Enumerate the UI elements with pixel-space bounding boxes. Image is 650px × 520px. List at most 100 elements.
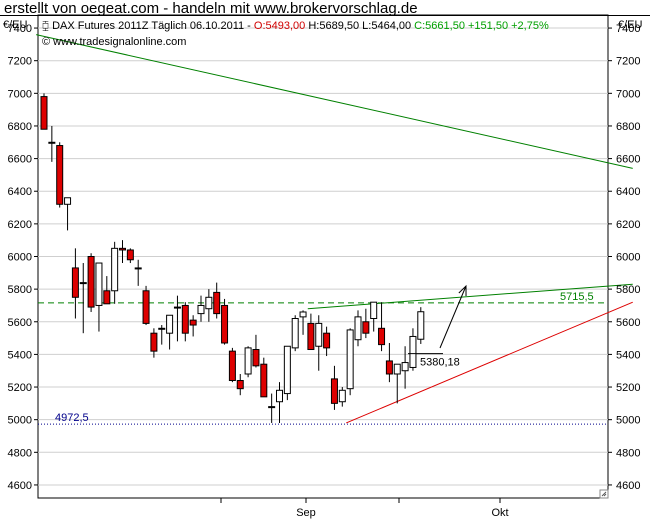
y-tick-label-left-6000: 6000 <box>8 252 32 264</box>
candle-body-36 <box>323 332 331 349</box>
trend-line-0 <box>36 34 633 169</box>
candle-body-15 <box>158 327 166 330</box>
y-tick-label-right-5200: 5200 <box>616 382 640 394</box>
candle-body-12 <box>134 267 142 270</box>
candle-body-42 <box>370 301 378 320</box>
axes: 4600 4600 4800 4800 5000 5000 5200 5200 5400 5400… <box>8 23 641 519</box>
y-tick-label-right-6800: 6800 <box>616 121 640 133</box>
candle-body-39 <box>346 329 354 390</box>
candle-body-38 <box>338 389 346 403</box>
candle-body-47 <box>409 335 417 368</box>
y-tick-label-left-7200: 7200 <box>8 56 32 68</box>
candle-body-33 <box>299 311 307 318</box>
arrow-head-icon <box>458 284 467 297</box>
y-tick-label-right-4800: 4800 <box>616 447 640 459</box>
candle-body-23 <box>221 304 229 344</box>
arrow-shaft <box>439 285 467 349</box>
candles <box>40 93 425 423</box>
annotations: 5715,5 4972,5 5380,18 <box>55 284 594 424</box>
y-tick-label-left-4600: 4600 <box>8 480 32 492</box>
candle-body-3 <box>64 197 72 205</box>
close-value: C:5661,50 +151,50 +2,75% <box>414 20 549 32</box>
y-tick-label-left-5200: 5200 <box>8 382 32 394</box>
candle-body-7 <box>95 262 103 306</box>
y-tick-label-left-6800: 6800 <box>8 121 32 133</box>
candle-icon: ⧮ <box>42 20 50 32</box>
y-tick-label-left-5800: 5800 <box>8 284 32 296</box>
candle-body-29 <box>268 406 276 409</box>
candle-body-41 <box>362 321 370 334</box>
y-tick-label-right-7400: 7400 <box>616 23 640 35</box>
y-tick-label-left-7000: 7000 <box>8 88 32 100</box>
trend-line-2 <box>346 301 633 424</box>
trend-lines <box>36 34 633 425</box>
y-tick-label-right-6000: 6000 <box>616 252 640 264</box>
open-value: O:5493,00 <box>253 20 306 32</box>
x-tick-label-sep: Sep <box>296 507 316 519</box>
candle-body-48 <box>417 311 425 340</box>
candle-body-21 <box>205 296 213 310</box>
y-tick-label-right-5800: 5800 <box>616 284 640 296</box>
y-tick-label-right-6200: 6200 <box>616 219 640 231</box>
candle-body-17 <box>173 306 181 309</box>
copyright-icon: © <box>42 36 51 48</box>
candle-body-4 <box>71 267 79 298</box>
candle-body-18 <box>181 304 189 334</box>
y-tick-label-left-7400: 7400 <box>8 23 32 35</box>
candle-body-1 <box>48 141 56 144</box>
resize-icon[interactable] <box>599 489 609 499</box>
y-tick-label-right-6600: 6600 <box>616 154 640 166</box>
candle-body-11 <box>126 249 134 261</box>
y-tick-label-right-6400: 6400 <box>616 186 640 198</box>
candle-body-44 <box>385 360 393 375</box>
candle-body-46 <box>401 362 409 372</box>
candle-body-22 <box>213 291 221 315</box>
instrument-name: DAX Futures 2011Z Täglich <box>52 20 187 32</box>
candle-body-9 <box>111 247 119 292</box>
source-text: www.tradesignalonline.com <box>53 36 187 48</box>
label-5715: 5715,5 <box>560 291 594 303</box>
candle-body-19 <box>189 319 197 326</box>
chart-banner: erstellt von oegeat.com - handeln mit ww… <box>4 0 418 17</box>
candle-body-10 <box>119 247 126 251</box>
candle-body-25 <box>236 380 244 390</box>
candle-body-5 <box>79 282 87 285</box>
candle-body-43 <box>378 327 386 346</box>
candle-body-32 <box>291 318 299 349</box>
candle-body-8 <box>103 290 111 305</box>
right-axis-unit: €/EU <box>618 19 643 31</box>
candle-body-30 <box>276 389 283 403</box>
candle-body-20 <box>197 304 205 315</box>
candle-body-27 <box>252 349 260 367</box>
y-tick-label-right-4600: 4600 <box>616 480 640 492</box>
y-tick-label-right-7000: 7000 <box>616 88 640 100</box>
candle-body-14 <box>150 332 158 352</box>
y-tick-label-left-5000: 5000 <box>8 415 32 427</box>
y-tick-label-right-7200: 7200 <box>616 56 640 68</box>
candle-body-35 <box>315 322 323 347</box>
trend-line-1 <box>307 283 633 310</box>
y-tick-label-right-5600: 5600 <box>616 317 640 329</box>
candle-body-13 <box>142 290 150 324</box>
candle-body-6 <box>87 256 95 308</box>
candle-body-37 <box>330 378 338 404</box>
candle-body-40 <box>354 316 362 341</box>
instrument-info: ⧮ DAX Futures 2011Z Täglich 06.10.2011 -… <box>42 20 549 32</box>
candle-body-26 <box>244 347 252 375</box>
y-tick-label-left-6600: 6600 <box>8 154 32 166</box>
low-value: L:5464,00 <box>362 20 412 32</box>
label-4972: 4972,5 <box>55 412 89 424</box>
candle-body-24 <box>228 350 236 382</box>
high-value: H:5689,50 <box>308 20 360 32</box>
y-tick-label-left-5600: 5600 <box>8 317 32 329</box>
candle-body-34 <box>307 322 315 351</box>
y-tick-label-left-5400: 5400 <box>8 349 32 361</box>
y-tick-label-right-5000: 5000 <box>616 415 640 427</box>
candle-body-2 <box>56 145 64 205</box>
y-tick-label-left-4800: 4800 <box>8 447 32 459</box>
left-axis-unit: €/EU <box>3 19 28 31</box>
label-5380: 5380,18 <box>420 357 460 369</box>
source-line: © www.tradesignalonline.com <box>42 36 186 48</box>
candle-body-31 <box>283 345 291 395</box>
